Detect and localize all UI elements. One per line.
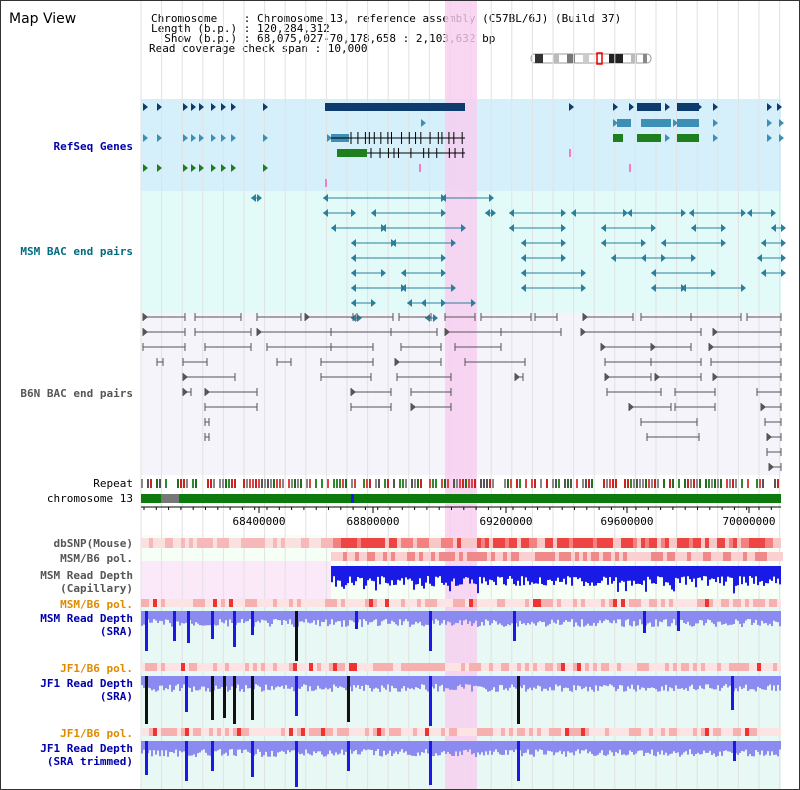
axis-tick-label: 69600000 [601, 515, 654, 528]
axis-tick-label: 68400000 [233, 515, 286, 528]
msm-b6-pol-label: MSM/B6 pol. [60, 598, 133, 611]
jf1-b6-pol-label: JF1/B6 pol. [60, 662, 133, 675]
msm-capillary-label-1: MSM Read Depth [40, 569, 133, 582]
axis-tick-label: 70000000 [723, 515, 776, 528]
b6n-bac-pairs[interactable] [142, 313, 782, 471]
dbsnp-label: dbSNP(Mouse) [53, 537, 133, 550]
jf1-sra-label-1: JF1 Read Depth [40, 677, 133, 690]
msm-b6-pol-track [141, 599, 781, 607]
chromosome-ideogram[interactable] [530, 52, 652, 65]
msm-capillary-label-2: (Capillary) [60, 582, 133, 595]
msm-bac-pairs[interactable] [251, 194, 786, 322]
jf1-trimmed-label-1: JF1 Read Depth [40, 742, 133, 755]
dbsnp-track [141, 538, 781, 548]
jf1-b6-pol-track [141, 663, 781, 671]
selected-region-highlight [445, 1, 477, 789]
map-view-title: Map View [9, 11, 77, 27]
msm-read-depth-sra [141, 611, 781, 661]
chromosome-label: chromosome 13 [46, 492, 133, 505]
coverage-span-info: Read coverage check span : 10,000 [149, 42, 368, 55]
jf1-read-depth-sra [141, 676, 781, 726]
jf1-read-depth-sra-trimmed [141, 741, 781, 787]
length-info: Length (b.p.) : 120,284,312 [151, 22, 330, 35]
msm-sra-label-1: MSM Read Depth [40, 612, 133, 625]
repeat-track [141, 479, 779, 488]
jf1-b6-pol-label-2: JF1/B6 pol. [60, 727, 133, 740]
chromosome-bar [141, 494, 781, 503]
msm-sra-label-2: (SRA) [99, 625, 133, 638]
refseq-gene-models[interactable] [143, 103, 784, 187]
msm-b6-pol-track-top [331, 552, 783, 561]
jf1-sra-label-2: (SRA) [99, 690, 133, 703]
axis-tick-label: 69200000 [480, 515, 533, 528]
msm-read-depth-capillary [331, 566, 781, 594]
msm-bac-label[interactable]: MSM BAC end pairs [20, 245, 133, 258]
msm-b6-pol-label-top: MSM/B6 pol. [60, 552, 133, 565]
jf1-trimmed-label-2: (SRA trimmed) [46, 755, 133, 768]
jf1-b6-pol-track-2 [141, 728, 781, 736]
repeat-label: Repeat [93, 477, 133, 490]
refseq-genes-label[interactable]: RefSeq Genes [53, 140, 133, 153]
b6n-bac-label[interactable]: B6N BAC end pairs [20, 387, 133, 400]
position-axis: 68400000 68800000 69200000 69600000 70000000 [143, 507, 776, 528]
axis-tick-label: 68800000 [347, 515, 400, 528]
